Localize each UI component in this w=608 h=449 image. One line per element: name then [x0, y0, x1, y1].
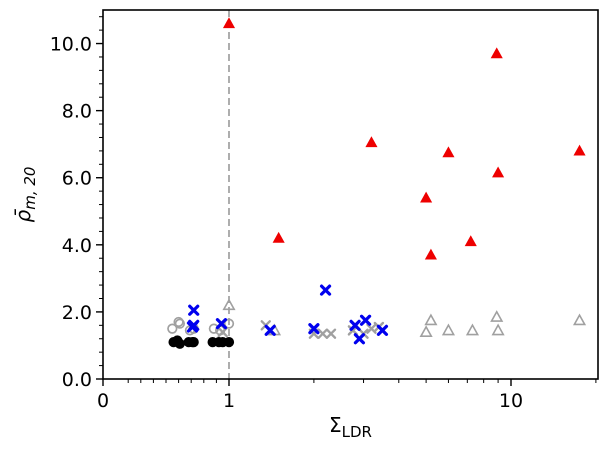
gray-open-triangle-point	[424, 313, 438, 326]
gray-open-triangle-point	[441, 323, 455, 336]
black-circle-point	[174, 338, 185, 349]
y-axis-label-main: ρ̄	[11, 209, 35, 223]
red-triangle-point	[492, 166, 505, 178]
x-stroke-b	[359, 314, 372, 326]
black-circle-point	[223, 337, 235, 348]
x-stroke-b	[188, 304, 200, 316]
y-axis-label: ρ̄m, 20	[11, 167, 39, 223]
blue-x-point	[215, 318, 228, 330]
x-stroke-b	[349, 319, 361, 331]
red-triangle-point	[420, 191, 433, 203]
x-stroke-b	[325, 328, 337, 339]
blue-x-point	[359, 314, 372, 326]
gray-open-triangle-point	[490, 310, 504, 322]
y-tick-label: 2.0	[62, 302, 92, 324]
red-triangle-point	[442, 146, 455, 158]
blue-x-point	[188, 304, 200, 316]
x-stroke-b	[264, 324, 276, 336]
y-tick-label: 8.0	[62, 101, 92, 123]
x-stroke-b	[317, 328, 328, 339]
tick-layer: 0.0 2.0 4.0 6.0 8.0 10.0 0 1 10	[50, 16, 597, 412]
gray-open-triangle-point	[491, 323, 505, 336]
y-axis-label-sub: m, 20	[21, 167, 39, 210]
black-circle-point	[188, 337, 199, 348]
x-tick-label: 10	[499, 390, 523, 412]
gray-open-circle-point	[167, 323, 178, 334]
gray-open-circle-point	[174, 318, 186, 329]
x-stroke-b	[215, 318, 228, 330]
x-axis-label: ΣLDR	[329, 413, 372, 441]
gray-open-circle-point	[173, 316, 184, 328]
gray-open-x-point	[317, 328, 328, 339]
red-triangle-point	[573, 144, 586, 156]
x-tick-label: 0	[97, 390, 109, 412]
red-triangle-point	[490, 47, 503, 59]
x-tick-label: 1	[223, 390, 235, 412]
x-axis-label-base: Σ	[329, 413, 342, 437]
x-stroke-b	[366, 323, 377, 334]
red-triangle-point	[222, 17, 236, 29]
gray-open-x-point	[325, 328, 337, 339]
x-stroke-b	[308, 323, 320, 335]
red-triangle-point	[464, 235, 477, 247]
x-stroke-b	[188, 319, 200, 331]
blue-x-point	[308, 323, 320, 335]
gray-open-triangle-point	[465, 323, 480, 336]
y-tick-label: 4.0	[62, 235, 92, 257]
blue-x-point	[349, 319, 361, 331]
gray-open-triangle-point	[572, 313, 587, 326]
y-tick-label: 10.0	[50, 34, 92, 56]
plot-frame	[102, 9, 599, 380]
red-triangle-point	[365, 136, 378, 148]
x-axis-label-sub: LDR	[342, 423, 372, 441]
blue-x-point	[376, 324, 389, 336]
gray-open-circle-point	[223, 318, 235, 329]
red-triangle-point	[424, 248, 437, 260]
y-tick-label: 0.0	[62, 369, 92, 391]
blue-x-point	[353, 333, 365, 345]
plot-layer	[167, 10, 587, 379]
gray-open-triangle-point	[222, 298, 236, 311]
blue-x-point	[264, 324, 276, 336]
x-stroke-b	[353, 333, 365, 345]
red-triangle-point	[272, 231, 285, 243]
y-tick-label: 6.0	[62, 168, 92, 190]
x-stroke-b	[319, 284, 332, 296]
x-stroke-b	[376, 324, 389, 336]
blue-x-point	[188, 319, 200, 331]
blue-x-point	[319, 284, 332, 296]
gray-open-triangle-point	[419, 325, 433, 337]
